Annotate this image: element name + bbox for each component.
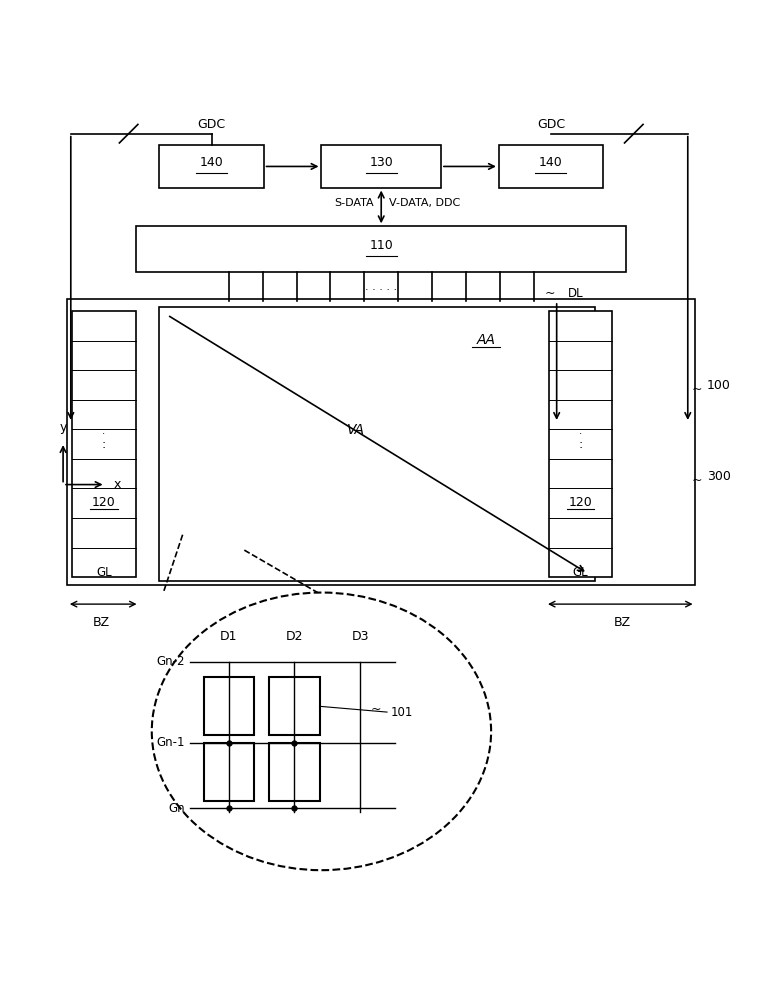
Text: 100: 100: [707, 379, 731, 392]
Text: AA: AA: [477, 333, 496, 347]
Text: GL: GL: [573, 566, 588, 579]
Text: D2: D2: [286, 630, 303, 643]
Text: :: :: [578, 438, 583, 451]
Text: :: :: [102, 426, 105, 436]
Bar: [269, 743, 320, 801]
Text: x: x: [113, 478, 121, 491]
Text: :: :: [579, 426, 582, 436]
Text: ~: ~: [691, 382, 702, 395]
Text: DL: DL: [568, 287, 584, 300]
Text: 120: 120: [569, 496, 592, 509]
Text: . . . . .: . . . . .: [365, 282, 397, 292]
Text: Gn-1: Gn-1: [156, 736, 185, 749]
Text: GDC: GDC: [537, 118, 565, 131]
Text: V-DATA, DDC: V-DATA, DDC: [389, 198, 461, 208]
FancyBboxPatch shape: [498, 145, 603, 188]
Text: 120: 120: [92, 496, 116, 509]
FancyBboxPatch shape: [136, 226, 626, 272]
Text: 140: 140: [200, 156, 224, 169]
Text: 300: 300: [707, 470, 731, 483]
FancyBboxPatch shape: [159, 307, 595, 581]
Text: 110: 110: [369, 239, 393, 252]
Text: GDC: GDC: [197, 118, 225, 131]
Text: D1: D1: [220, 630, 238, 643]
FancyBboxPatch shape: [549, 311, 612, 577]
Text: BZ: BZ: [614, 616, 631, 629]
Text: S-DATA: S-DATA: [334, 198, 374, 208]
Text: D3: D3: [351, 630, 368, 643]
Bar: [269, 677, 320, 735]
Bar: [204, 743, 254, 801]
FancyBboxPatch shape: [72, 311, 135, 577]
Text: 101: 101: [391, 706, 413, 719]
Text: ~: ~: [691, 474, 702, 487]
Text: BZ: BZ: [93, 616, 110, 629]
FancyBboxPatch shape: [67, 299, 696, 585]
Text: :: :: [102, 438, 106, 451]
Text: VA: VA: [347, 423, 365, 437]
FancyBboxPatch shape: [321, 145, 441, 188]
Text: 130: 130: [369, 156, 393, 169]
Text: y: y: [60, 421, 67, 434]
Text: ~: ~: [545, 287, 555, 300]
Text: GL: GL: [96, 566, 111, 579]
Bar: [204, 677, 254, 735]
FancyBboxPatch shape: [159, 145, 264, 188]
Text: Gn-2: Gn-2: [156, 655, 185, 668]
Text: 140: 140: [539, 156, 563, 169]
Text: ~: ~: [371, 703, 382, 716]
Text: Gn: Gn: [168, 802, 185, 815]
